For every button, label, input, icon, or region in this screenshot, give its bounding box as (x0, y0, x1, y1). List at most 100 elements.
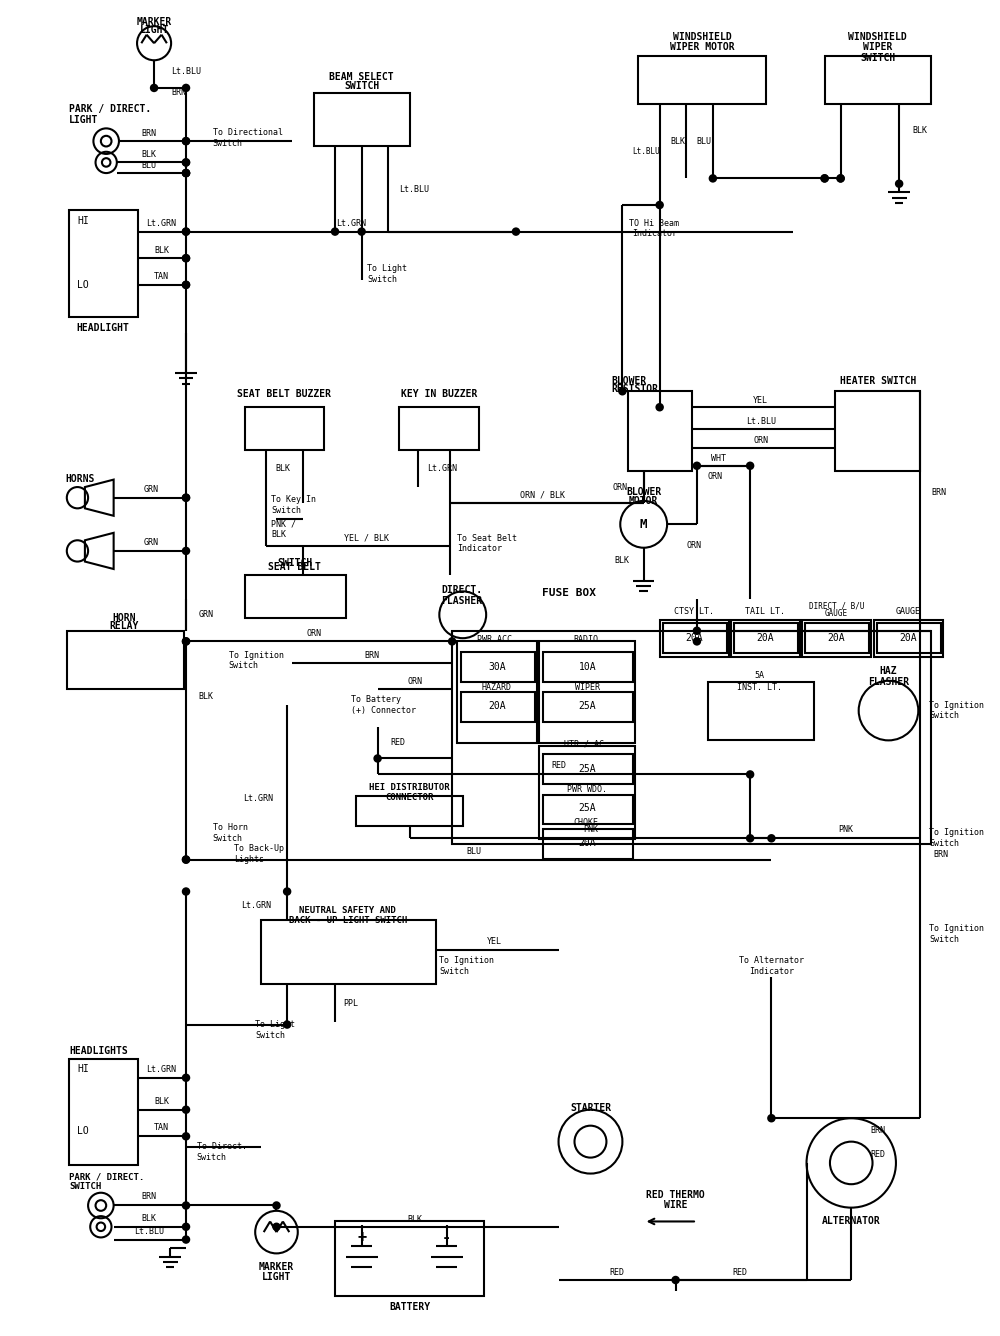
Text: Lt.GRN: Lt.GRN (241, 900, 271, 910)
Circle shape (747, 462, 753, 469)
Text: ORN: ORN (613, 482, 628, 492)
Circle shape (284, 1021, 290, 1027)
Text: SWITCH: SWITCH (344, 80, 379, 91)
Text: BLK: BLK (912, 126, 927, 135)
Text: INST. LT.: INST. LT. (737, 683, 782, 692)
Circle shape (183, 1224, 189, 1230)
Circle shape (183, 548, 189, 554)
Bar (734, 624, 798, 653)
Circle shape (273, 1202, 280, 1209)
Text: BLK: BLK (275, 465, 290, 473)
Text: MOTOR: MOTOR (629, 496, 658, 506)
Text: 20A: 20A (488, 701, 506, 711)
Circle shape (513, 228, 519, 235)
Bar (835, 391, 920, 472)
Bar (802, 620, 871, 657)
Text: TO Hi Beam: TO Hi Beam (629, 219, 679, 227)
Text: 5A: 5A (755, 671, 765, 680)
Circle shape (183, 170, 189, 176)
Bar (539, 745, 635, 839)
Text: Lt.GRN: Lt.GRN (147, 219, 177, 227)
Bar (543, 828, 633, 859)
Text: HAZARD: HAZARD (482, 683, 512, 692)
Text: To Ignition: To Ignition (929, 925, 984, 934)
Text: BRN: BRN (171, 88, 186, 96)
Circle shape (183, 84, 189, 91)
Bar (461, 692, 535, 723)
Text: MARKER: MARKER (136, 17, 172, 27)
Circle shape (619, 387, 626, 394)
Circle shape (183, 639, 189, 644)
Text: LO: LO (77, 279, 89, 290)
Text: GRN: GRN (199, 611, 214, 620)
Text: PARK / DIRECT.: PARK / DIRECT. (69, 104, 151, 114)
Text: Lt.BLU: Lt.BLU (632, 147, 660, 156)
Text: WHT: WHT (711, 454, 726, 462)
Text: BLOWER: BLOWER (612, 375, 647, 386)
Text: HORN: HORN (113, 613, 136, 623)
Text: 25A: 25A (578, 701, 596, 711)
Circle shape (768, 835, 775, 842)
Text: HI: HI (77, 1065, 89, 1074)
Text: Switch: Switch (929, 711, 959, 720)
Circle shape (183, 1202, 189, 1209)
Circle shape (183, 856, 189, 863)
Text: PARK / DIRECT.: PARK / DIRECT. (69, 1172, 144, 1181)
Text: To Ignition: To Ignition (229, 651, 284, 660)
Circle shape (183, 1106, 189, 1113)
Text: BLK: BLK (670, 136, 685, 146)
Text: To Direct.: To Direct. (197, 1142, 247, 1152)
Text: Lt.BLU: Lt.BLU (134, 1226, 164, 1236)
Text: Indicator: Indicator (457, 544, 502, 553)
Circle shape (374, 755, 381, 762)
Circle shape (821, 175, 828, 182)
Text: BEAM SELECT: BEAM SELECT (329, 72, 394, 83)
Text: WINDSHIELD: WINDSHIELD (848, 32, 907, 41)
Bar (660, 620, 729, 657)
Circle shape (656, 403, 663, 410)
Circle shape (747, 771, 753, 778)
Text: HEI DISTRIBUTOR: HEI DISTRIBUTOR (369, 783, 450, 792)
Text: To Directional: To Directional (213, 128, 283, 138)
Text: HTR / AC.: HTR / AC. (564, 739, 609, 748)
Text: (+) Connector: (+) Connector (351, 705, 416, 715)
Text: Lt.BLU: Lt.BLU (746, 417, 776, 426)
Text: MARKER: MARKER (259, 1263, 294, 1272)
Bar (245, 407, 324, 450)
Bar (69, 1058, 138, 1165)
Text: RED THERMO: RED THERMO (646, 1190, 705, 1200)
Bar (399, 407, 479, 450)
Text: Lt.GRN: Lt.GRN (428, 465, 458, 473)
Circle shape (183, 1133, 189, 1140)
Circle shape (747, 835, 753, 842)
Text: Switch: Switch (197, 1153, 227, 1162)
Text: ALTERNATOR: ALTERNATOR (822, 1217, 881, 1226)
Text: CHOKE: CHOKE (574, 818, 599, 827)
Text: ORN: ORN (407, 677, 422, 687)
Bar (543, 652, 633, 681)
Text: GRN: GRN (143, 485, 158, 494)
Text: FLASHER: FLASHER (441, 596, 483, 607)
Circle shape (183, 228, 189, 235)
Circle shape (183, 255, 189, 262)
Text: PPL: PPL (344, 999, 359, 1007)
Text: 20A: 20A (578, 838, 596, 847)
Text: GAUGE: GAUGE (825, 609, 848, 619)
Text: BLK: BLK (407, 1214, 422, 1224)
Text: Lights: Lights (234, 855, 264, 864)
Bar (261, 921, 436, 985)
Text: 20A: 20A (756, 633, 774, 643)
Text: Switch: Switch (929, 935, 959, 945)
Circle shape (710, 175, 716, 182)
Text: To Ignition: To Ignition (929, 828, 984, 838)
Text: BLK: BLK (199, 692, 214, 701)
Circle shape (284, 888, 290, 895)
Circle shape (183, 856, 189, 863)
Text: RED: RED (551, 762, 566, 771)
Text: YEL / BLK: YEL / BLK (344, 533, 389, 542)
Text: RED: RED (870, 1150, 885, 1158)
Text: 30A: 30A (488, 661, 506, 672)
Circle shape (332, 228, 338, 235)
Text: DIRECT.: DIRECT. (441, 585, 483, 596)
Text: ORN: ORN (686, 541, 701, 550)
